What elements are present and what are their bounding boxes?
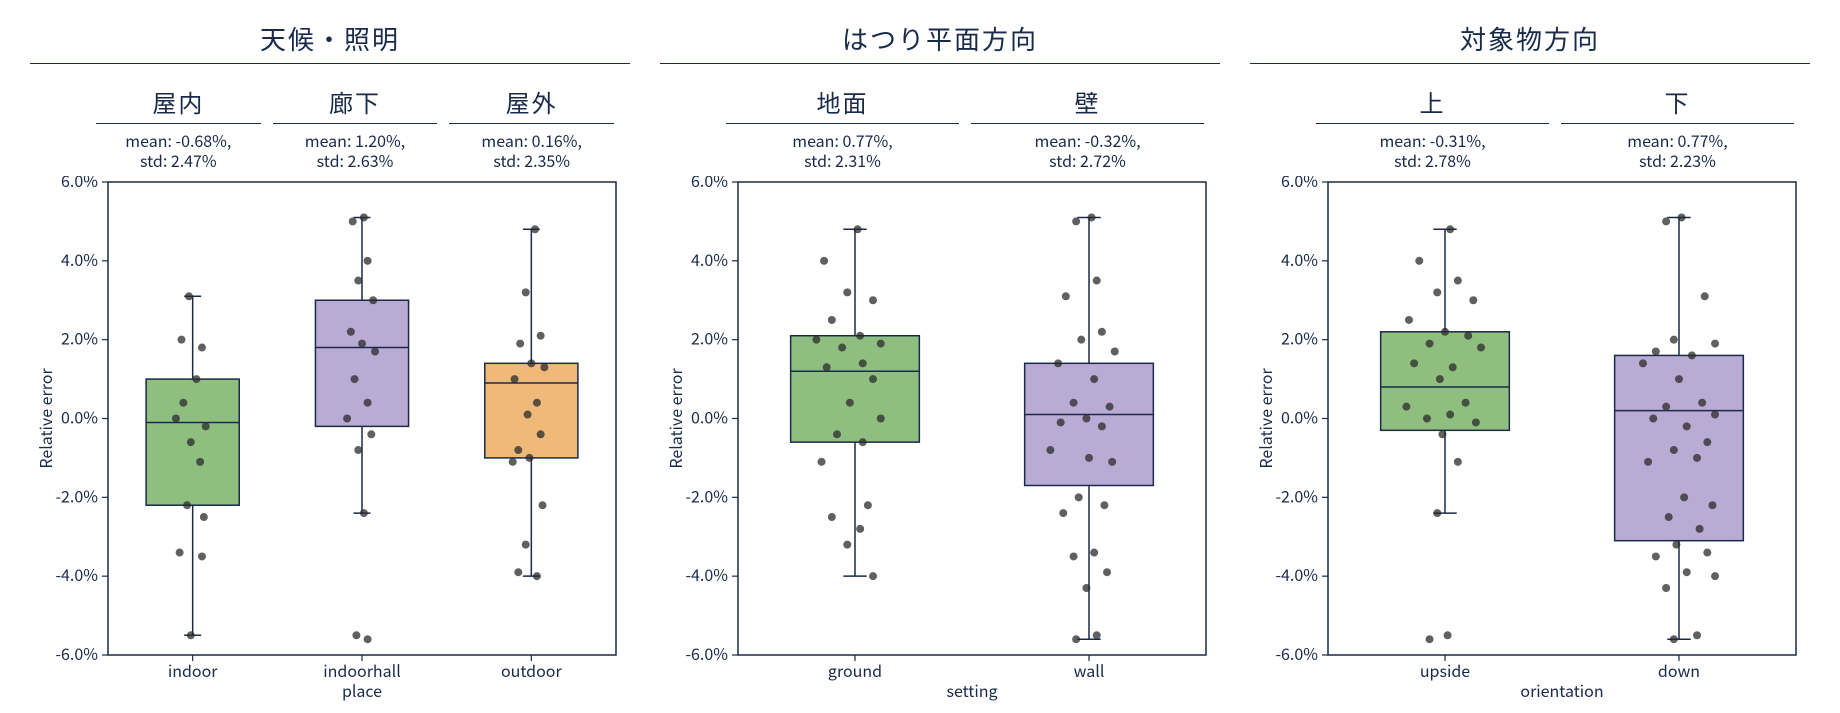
sub-header-label: 壁 <box>971 84 1204 119</box>
sub-header-label: 上 <box>1316 84 1549 119</box>
sub-header-mean: mean: 0.16%, <box>449 130 614 150</box>
sub-header-mean: mean: 1.20%, <box>273 130 438 150</box>
svg-text:4.0%: 4.0% <box>61 247 98 271</box>
panel-title: 天候・照明 <box>260 20 400 57</box>
svg-text:6.0%: 6.0% <box>691 176 728 192</box>
svg-text:6.0%: 6.0% <box>61 176 98 192</box>
panel-surface-direction: はつり平面方向 地面 mean: 0.77%, std: 2.31% 壁 mea… <box>660 20 1220 703</box>
sub-header-row: 上 mean: -0.31%, std: 2.78% 下 mean: 0.77%… <box>1250 84 1810 170</box>
chart-area: -6.0% -4.0% -2.0% 0.0% 2.0% 4.0% 6.0% Relative … <box>30 176 630 703</box>
panel-object-orientation: 対象物方向 上 mean: -0.31%, std: 2.78% 下 mean:… <box>1250 20 1810 703</box>
svg-text:-2.0%: -2.0% <box>686 483 729 507</box>
svg-text:upside: upside <box>1420 658 1470 682</box>
sub-header-row: 地面 mean: 0.77%, std: 2.31% 壁 mean: -0.32… <box>660 84 1220 170</box>
svg-text:-6.0%: -6.0% <box>1276 641 1319 665</box>
svg-text:-4.0%: -4.0% <box>686 562 729 586</box>
svg-text:setting: setting <box>946 678 997 702</box>
svg-text:place: place <box>342 678 382 702</box>
svg-text:0.0%: 0.0% <box>61 405 98 429</box>
svg-text:-2.0%: -2.0% <box>1276 483 1319 507</box>
sub-header-std: std: 2.63% <box>273 150 438 170</box>
sub-header-rule <box>1316 123 1549 124</box>
sub-header-rule <box>726 123 959 124</box>
panel-title-rule <box>30 63 630 64</box>
svg-text:-2.0%: -2.0% <box>56 483 99 507</box>
sub-header-row: 屋内 mean: -0.68%, std: 2.47% 廊下 mean: 1.2… <box>30 84 630 170</box>
svg-text:Relative error: Relative error <box>663 368 687 469</box>
sub-header-wall: 壁 mean: -0.32%, std: 2.72% <box>965 84 1210 170</box>
svg-text:0.0%: 0.0% <box>691 405 728 429</box>
sub-header-std: std: 2.72% <box>971 150 1204 170</box>
sub-header-indoorhall: 廊下 mean: 1.20%, std: 2.63% <box>267 84 444 170</box>
sub-header-std: std: 2.23% <box>1561 150 1794 170</box>
sub-header-std: std: 2.35% <box>449 150 614 170</box>
svg-text:-4.0%: -4.0% <box>56 562 99 586</box>
svg-text:orientation: orientation <box>1520 678 1603 702</box>
svg-text:2.0%: 2.0% <box>1281 326 1318 350</box>
sub-header-mean: mean: -0.68%, <box>96 130 261 150</box>
boxplot-svg: -6.0% -4.0% -2.0% 0.0% 2.0% 4.0% 6.0% Relative … <box>1250 176 1810 703</box>
sub-header-label: 地面 <box>726 84 959 119</box>
svg-text:outdoor: outdoor <box>501 658 563 682</box>
svg-text:wall: wall <box>1074 658 1105 682</box>
sub-header-down: 下 mean: 0.77%, std: 2.23% <box>1555 84 1800 170</box>
svg-text:-6.0%: -6.0% <box>56 641 99 665</box>
sub-header-rule <box>1561 123 1794 124</box>
sub-header-mean: mean: -0.31%, <box>1316 130 1549 150</box>
boxplot-svg: -6.0% -4.0% -2.0% 0.0% 2.0% 4.0% 6.0% Relative … <box>30 176 630 703</box>
sub-header-mean: mean: -0.32%, <box>971 130 1204 150</box>
sub-header-mean: mean: 0.77%, <box>1561 130 1794 150</box>
sub-header-indoor: 屋内 mean: -0.68%, std: 2.47% <box>90 84 267 170</box>
sub-header-upside: 上 mean: -0.31%, std: 2.78% <box>1310 84 1555 170</box>
chart-area: -6.0% -4.0% -2.0% 0.0% 2.0% 4.0% 6.0% Relative … <box>660 176 1220 703</box>
svg-text:-4.0%: -4.0% <box>1276 562 1319 586</box>
boxplot-svg: -6.0% -4.0% -2.0% 0.0% 2.0% 4.0% 6.0% Relative … <box>660 176 1220 703</box>
sub-header-rule <box>971 123 1204 124</box>
sub-header-rule <box>96 123 261 124</box>
sub-header-rule <box>449 123 614 124</box>
svg-text:0.0%: 0.0% <box>1281 405 1318 429</box>
sub-header-ground: 地面 mean: 0.77%, std: 2.31% <box>720 84 965 170</box>
panel-title-rule <box>660 63 1220 64</box>
svg-text:2.0%: 2.0% <box>61 326 98 350</box>
svg-text:6.0%: 6.0% <box>1281 176 1318 192</box>
svg-text:-6.0%: -6.0% <box>686 641 729 665</box>
svg-text:down: down <box>1658 658 1700 682</box>
sub-header-label: 下 <box>1561 84 1794 119</box>
chart-area: -6.0% -4.0% -2.0% 0.0% 2.0% 4.0% 6.0% Relative … <box>1250 176 1810 703</box>
svg-text:4.0%: 4.0% <box>1281 247 1318 271</box>
panel-weather-lighting: 天候・照明 屋内 mean: -0.68%, std: 2.47% 廊下 mea… <box>30 20 630 703</box>
svg-text:4.0%: 4.0% <box>691 247 728 271</box>
sub-header-label: 屋外 <box>449 84 614 119</box>
svg-text:2.0%: 2.0% <box>691 326 728 350</box>
sub-header-rule <box>273 123 438 124</box>
sub-header-label: 屋内 <box>96 84 261 119</box>
svg-text:Relative error: Relative error <box>1253 368 1277 469</box>
panel-title: はつり平面方向 <box>842 20 1038 57</box>
sub-header-std: std: 2.31% <box>726 150 959 170</box>
sub-header-outdoor: 屋外 mean: 0.16%, std: 2.35% <box>443 84 620 170</box>
sub-header-mean: mean: 0.77%, <box>726 130 959 150</box>
sub-header-label: 廊下 <box>273 84 438 119</box>
svg-text:indoor: indoor <box>168 658 218 682</box>
figure-root: 天候・照明 屋内 mean: -0.68%, std: 2.47% 廊下 mea… <box>0 0 1840 713</box>
sub-header-std: std: 2.47% <box>96 150 261 170</box>
svg-text:ground: ground <box>828 658 882 682</box>
panel-title: 対象物方向 <box>1460 20 1600 57</box>
svg-text:Relative error: Relative error <box>33 368 57 469</box>
panel-title-rule <box>1250 63 1810 64</box>
sub-header-std: std: 2.78% <box>1316 150 1549 170</box>
